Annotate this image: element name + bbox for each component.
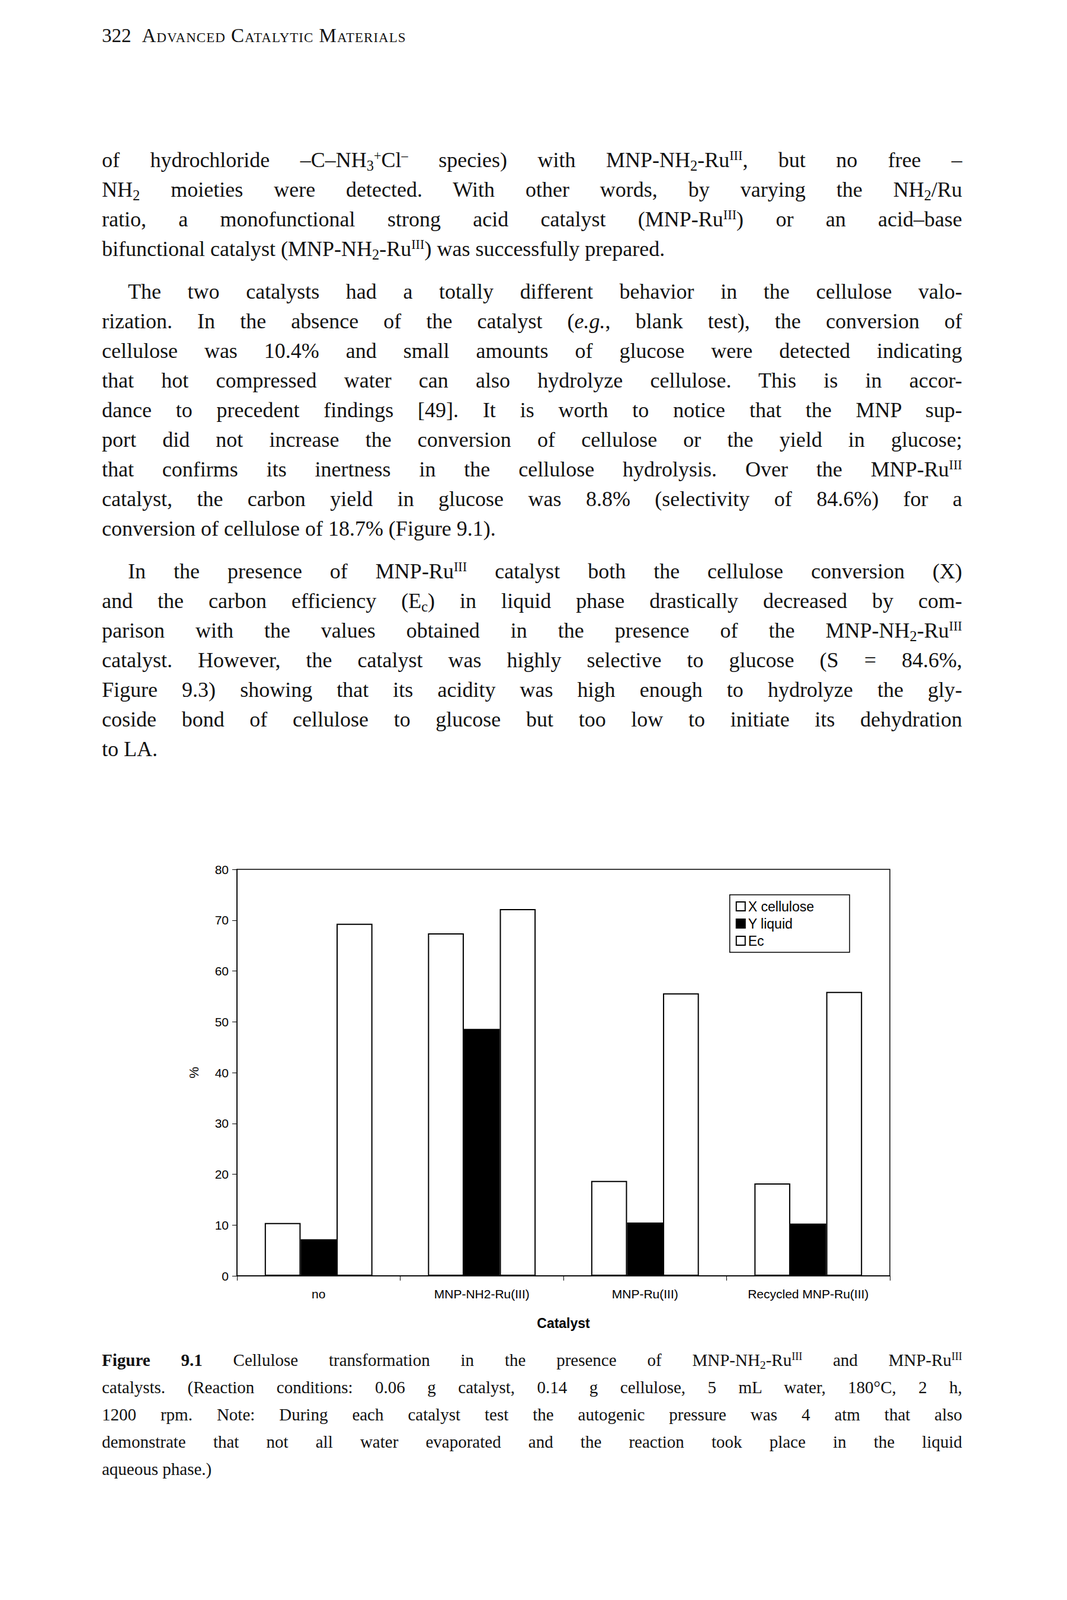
- html-text:coside bond of cellulose to gl: coside bond of cellulose to glucose but …: [101, 707, 963, 732]
- html-text:catalysts. (Reaction condition: catalysts. (Reaction conditions: 0.06 g …: [101, 1377, 963, 1397]
- svg-text:Y liquid: Y liquid: [748, 915, 793, 932]
- html-text:+Cl–species) with MNP-NH2-RuII: +Cl–species) with MNP-NH2-RuIII, but no …: [373, 147, 963, 174]
- html-text:cellulose was 10.4% and small: cellulose was 10.4% and small amounts of…: [101, 338, 963, 363]
- html-text:The two catalysts had a totall: The two catalysts had a totally differen…: [127, 279, 963, 304]
- svg-text:80: 80: [215, 862, 229, 877]
- html-text:rization. In the absence of th: rization. In the absence of the catalyst…: [101, 309, 963, 333]
- svg-text:40: 40: [215, 1065, 229, 1080]
- html-text:demonstrate that not all water: demonstrate that not all water evaporate…: [101, 1431, 963, 1451]
- html-text:ratio, a monofunctional strong: ratio, a monofunctional strong acid cata…: [101, 207, 963, 232]
- svg-text:Recycled MNP-Ru(III): Recycled MNP-Ru(III): [747, 1286, 869, 1301]
- svg-text:Ec: Ec: [748, 933, 765, 949]
- html-text:and the carbon efficiency (Ec): and the carbon efficiency (Ec) in liquid…: [101, 588, 963, 615]
- svg-text:MNP-NH2-Ru(III): MNP-NH2-Ru(III): [434, 1286, 530, 1301]
- html-text:aqueous phase.): aqueous phase.): [101, 1459, 212, 1479]
- svg-text:X cellulose: X cellulose: [748, 898, 815, 915]
- html-text:conversion of cellulose of 18.: conversion of cellulose of 18.7% (Figure…: [101, 516, 496, 541]
- html-text:Advanced Catalytic Materials: Advanced Catalytic Materials: [141, 24, 407, 47]
- html-text:In the presence of MNP-RuIIIca: In the presence of MNP-RuIIIcatalyst bot…: [127, 559, 963, 583]
- html-text:NH2moieties were detected. Wit: NH2moieties were detected. With other wo…: [101, 177, 963, 204]
- html-text:Figure 9.3) showing that its a: Figure 9.3) showing that its acidity was…: [101, 677, 963, 702]
- svg-text:60: 60: [215, 963, 229, 978]
- html-text:that confirms its inertness in: that confirms its inertness in the cellu…: [101, 457, 963, 482]
- html-text:that hot compressed water can: that hot compressed water can also hydro…: [101, 368, 963, 393]
- svg-text:0: 0: [221, 1269, 229, 1283]
- svg-text:no: no: [311, 1286, 326, 1301]
- html-text:1200 rpm. Note: During each ca: 1200 rpm. Note: During each catalyst tes…: [101, 1404, 963, 1424]
- html-text:to LA.: to LA.: [101, 737, 158, 761]
- svg-text:70: 70: [215, 912, 229, 927]
- html-text:parison with the values obtain: parison with the values obtained in the …: [101, 618, 963, 645]
- svg-text:Catalyst: Catalyst: [536, 1315, 591, 1331]
- html-text:catalyst, the carbon yield in: catalyst, the carbon yield in glucose wa…: [101, 486, 963, 511]
- svg-text:10: 10: [215, 1218, 229, 1232]
- html-text:dance to precedent findings [4: dance to precedent findings [49]. It is …: [101, 398, 963, 422]
- html-text:322: 322: [101, 24, 132, 47]
- html-text:port did not increase the conv: port did not increase the conversion of …: [101, 427, 963, 452]
- html-text:catalyst. However, the catalys: catalyst. However, the catalyst was high…: [101, 648, 963, 672]
- svg-text:MNP-Ru(III): MNP-Ru(III): [611, 1286, 679, 1301]
- svg-text:%: %: [186, 1066, 202, 1079]
- html-text:of hydrochloride –C–NH3: of hydrochloride –C–NH3: [101, 148, 374, 174]
- html-text:Figure 9.1 Cellulose transform: Figure 9.1 Cellulose transformation in t…: [101, 1350, 963, 1371]
- svg-text:50: 50: [215, 1014, 229, 1029]
- svg-text:20: 20: [215, 1167, 229, 1181]
- html-text:bifunctional catalyst (MNP-NH2: bifunctional catalyst (MNP-NH2-RuIII) wa…: [101, 236, 665, 263]
- svg-text:30: 30: [215, 1116, 229, 1130]
